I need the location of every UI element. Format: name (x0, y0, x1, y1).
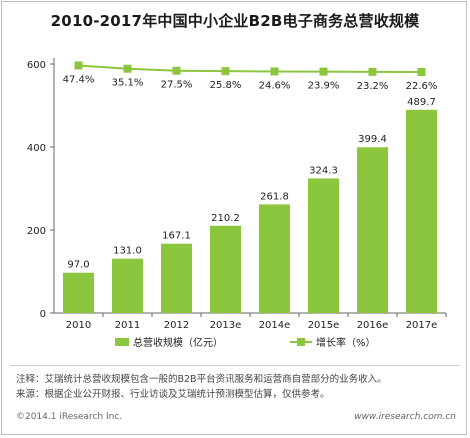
legend-item-line: 增长率（%） (290, 334, 376, 349)
growth-marker (74, 61, 83, 70)
bar-value-label: 210.2 (211, 213, 240, 224)
growth-value-label: 22.6% (406, 81, 438, 92)
bar (112, 258, 143, 313)
bar (357, 147, 388, 313)
bar (63, 272, 94, 313)
chart-title: 2010-2017年中国中小企业B2B电子商务总营收规模 (50, 12, 420, 30)
growth-marker (172, 66, 181, 75)
x-tick-label: 2010 (66, 320, 91, 331)
website-text: www.iresearch.com.cn (354, 412, 456, 422)
growth-value-label: 23.2% (357, 81, 389, 92)
copyright-text: ©2014.1 iResearch Inc. (16, 412, 123, 422)
y-tick-label: 0 (40, 309, 46, 320)
bar (406, 109, 437, 313)
growth-marker (368, 67, 377, 76)
legend-bar-swatch (115, 337, 129, 346)
legend-bar-label: 总营收规模（亿元） (133, 338, 223, 349)
notes-divider (10, 365, 460, 366)
x-tick-label: 2015e (308, 320, 340, 331)
growth-marker (319, 67, 328, 76)
growth-value-label: 25.8% (210, 80, 242, 91)
legend-item-bar: 总营收规模（亿元） (115, 334, 223, 349)
legend-line-swatch (290, 337, 312, 347)
bar-value-label: 399.4 (358, 134, 387, 145)
y-tick-label: 200 (27, 226, 46, 237)
chart-legend: 总营收规模（亿元） 增长率（%） (0, 334, 470, 354)
chart-notes: 注释：艾瑞统计总营收规模包含一般的B2B平台资讯服务和运营商自营部分的业务收入。… (16, 372, 387, 402)
legend-line-label: 增长率（%） (316, 338, 376, 349)
x-tick-label: 2017e (406, 320, 438, 331)
bar-value-label: 167.1 (162, 231, 191, 242)
growth-value-label: 23.9% (308, 81, 340, 92)
growth-line (78, 64, 422, 73)
y-tick-label: 600 (27, 60, 46, 71)
bar (161, 243, 192, 313)
note-annotation: 注释：艾瑞统计总营收规模包含一般的B2B平台资讯服务和运营商自营部分的业务收入。 (16, 374, 387, 385)
growth-value-label: 35.1% (112, 78, 144, 89)
bar (259, 204, 290, 313)
bar (210, 225, 241, 313)
bar-value-label: 131.0 (113, 246, 142, 257)
growth-value-label: 47.4% (63, 74, 95, 85)
bar-value-label: 489.7 (407, 97, 436, 108)
growth-value-label: 24.6% (259, 80, 291, 91)
growth-marker (417, 68, 426, 76)
growth-marker (270, 67, 279, 76)
x-tick-label: 2016e (357, 320, 389, 331)
y-tick-label: 400 (27, 143, 46, 154)
growth-value-label: 27.5% (161, 80, 193, 91)
growth-marker (221, 67, 230, 76)
x-tick-label: 2013e (210, 320, 242, 331)
growth-marker (123, 64, 132, 73)
x-tick-label: 2011 (115, 320, 140, 331)
x-tick-label: 2012 (164, 320, 189, 331)
x-tick-label: 2014e (259, 320, 291, 331)
bar (308, 178, 339, 313)
bar-value-label: 324.3 (309, 165, 338, 176)
note-source: 来源：根据企业公开财报、行业访谈及艾瑞统计预测模型估算，仅供参考。 (16, 389, 330, 400)
bar-value-label: 97.0 (67, 260, 89, 271)
bar-value-label: 261.8 (260, 191, 289, 202)
